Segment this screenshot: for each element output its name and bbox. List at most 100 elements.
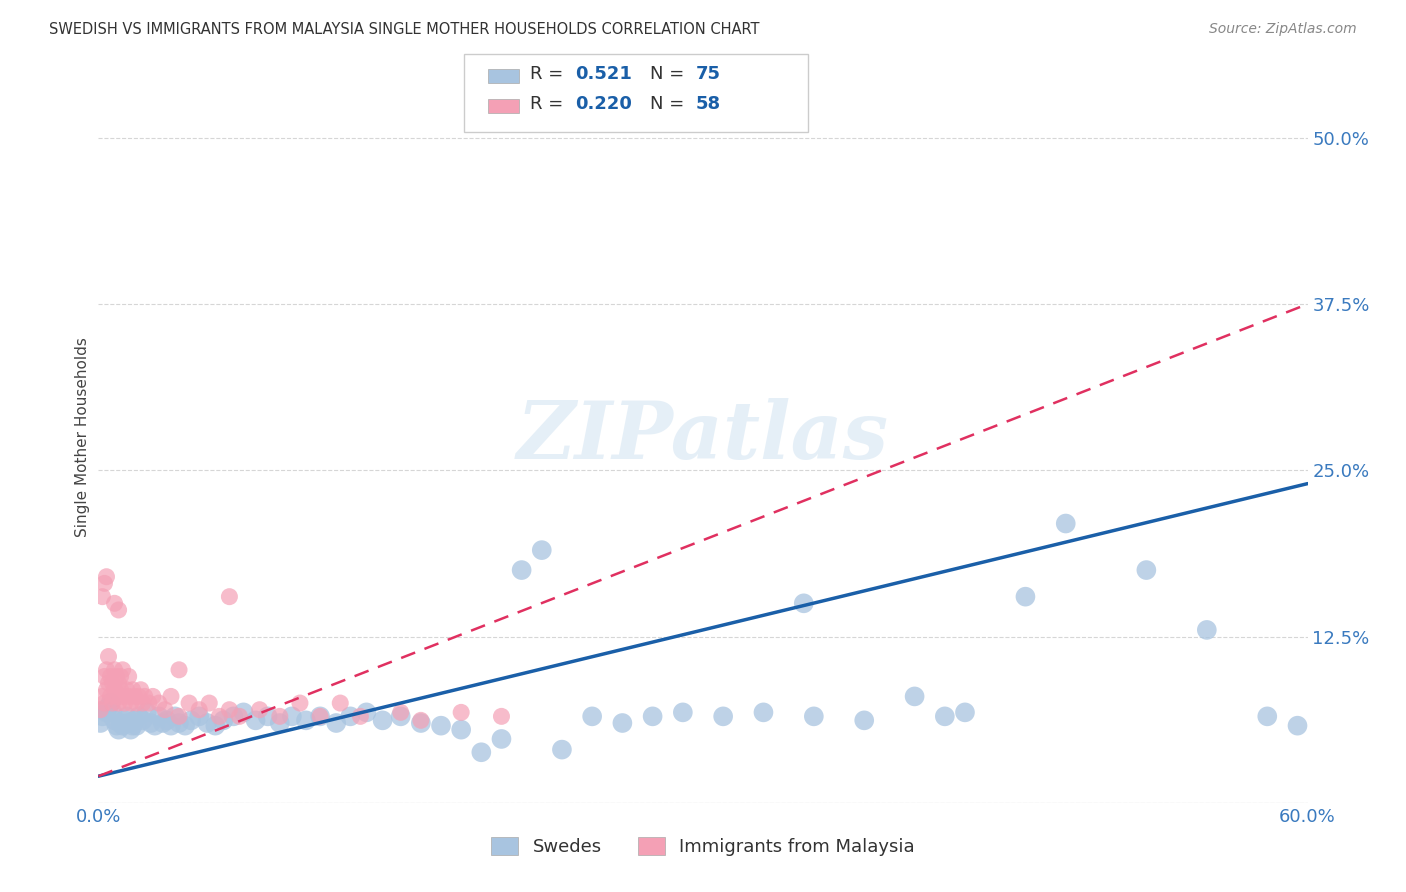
Text: SWEDISH VS IMMIGRANTS FROM MALAYSIA SINGLE MOTHER HOUSEHOLDS CORRELATION CHART: SWEDISH VS IMMIGRANTS FROM MALAYSIA SING… <box>49 22 759 37</box>
Point <box>107 696 129 710</box>
Point <box>1054 516 1077 531</box>
Point <box>103 663 125 677</box>
Point <box>530 543 553 558</box>
Point <box>105 669 128 683</box>
Text: 0.220: 0.220 <box>575 95 631 113</box>
Point <box>103 596 125 610</box>
Point <box>160 719 183 733</box>
Point <box>105 690 128 704</box>
Point <box>491 709 513 723</box>
Point <box>115 682 138 697</box>
Point <box>110 716 132 731</box>
Point <box>430 719 453 733</box>
Point <box>100 696 122 710</box>
Point <box>232 706 254 720</box>
Point <box>245 714 267 728</box>
Point <box>125 719 148 733</box>
Point <box>1135 563 1157 577</box>
Point <box>142 690 165 704</box>
Point <box>91 590 114 604</box>
Point <box>107 723 129 737</box>
Point <box>349 709 371 723</box>
Point <box>329 696 352 710</box>
Point <box>89 703 111 717</box>
Point <box>100 669 122 683</box>
Point <box>269 709 291 723</box>
Point <box>281 709 304 723</box>
Point <box>156 714 179 728</box>
Point <box>93 696 115 710</box>
Point <box>470 745 492 759</box>
Point <box>174 719 197 733</box>
Point <box>132 696 155 710</box>
Point <box>752 706 775 720</box>
Point <box>167 709 190 723</box>
Point <box>389 709 412 723</box>
Point <box>249 703 271 717</box>
Point <box>179 696 201 710</box>
Point <box>107 603 129 617</box>
Point <box>409 714 432 728</box>
Point <box>120 723 142 737</box>
Point <box>295 714 318 728</box>
Point <box>803 709 825 723</box>
Point <box>163 709 186 723</box>
Point <box>612 716 634 731</box>
Point <box>128 690 150 704</box>
Point <box>91 690 114 704</box>
Point <box>118 716 141 731</box>
Point <box>111 663 134 677</box>
Point <box>188 709 211 723</box>
Point <box>100 690 122 704</box>
Point <box>1286 719 1309 733</box>
Point <box>101 696 124 710</box>
Point <box>135 706 157 720</box>
Text: N =: N = <box>650 95 689 113</box>
Point <box>91 709 114 723</box>
Point <box>339 709 361 723</box>
Point <box>389 706 412 720</box>
Point <box>212 714 235 728</box>
Point <box>153 703 176 717</box>
Point <box>309 709 332 723</box>
Point <box>118 690 141 704</box>
Point <box>256 709 278 723</box>
Point <box>1014 590 1036 604</box>
Point <box>672 706 695 720</box>
Point <box>111 719 134 733</box>
Point <box>309 709 332 723</box>
Point <box>222 709 245 723</box>
Point <box>853 714 876 728</box>
Point <box>93 576 115 591</box>
Point <box>148 696 170 710</box>
Text: R =: R = <box>530 65 569 83</box>
Point <box>581 709 603 723</box>
Point <box>115 709 138 723</box>
Point <box>371 714 394 728</box>
Point <box>450 723 472 737</box>
Point <box>218 590 240 604</box>
Point <box>1195 623 1218 637</box>
Point <box>188 703 211 717</box>
Point <box>325 716 347 731</box>
Point <box>107 676 129 690</box>
Text: 0.521: 0.521 <box>575 65 631 83</box>
Point <box>450 706 472 720</box>
Point <box>101 676 124 690</box>
Text: Source: ZipAtlas.com: Source: ZipAtlas.com <box>1209 22 1357 37</box>
Point <box>103 714 125 728</box>
Point <box>101 706 124 720</box>
Point <box>124 714 146 728</box>
Point <box>204 719 226 733</box>
Point <box>103 682 125 697</box>
Point <box>143 719 166 733</box>
Y-axis label: Single Mother Households: Single Mother Households <box>75 337 90 537</box>
Point <box>97 700 120 714</box>
Point <box>118 669 141 683</box>
Point <box>124 690 146 704</box>
Point <box>148 709 170 723</box>
Point <box>228 709 250 723</box>
Point <box>198 696 221 710</box>
Point <box>114 714 136 728</box>
Point <box>93 669 115 683</box>
